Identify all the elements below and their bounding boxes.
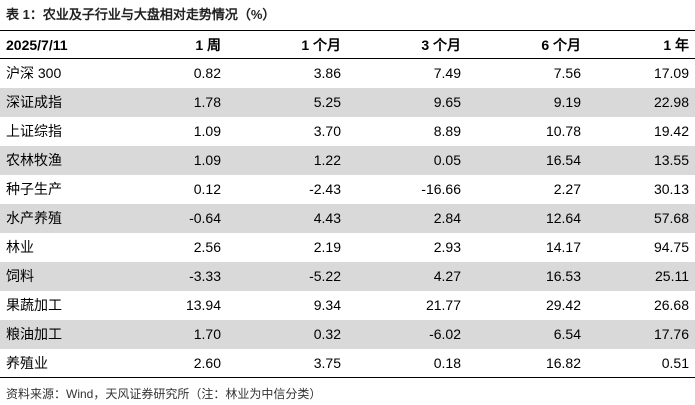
table-row: 深证成指 1.78 5.25 9.65 9.19 22.98 bbox=[0, 87, 695, 117]
cell: 0.12 bbox=[193, 181, 221, 197]
row-label: 上证综指 bbox=[6, 123, 62, 139]
cell: 26.68 bbox=[653, 297, 689, 313]
cell: 19.42 bbox=[653, 123, 689, 139]
cell: 14.17 bbox=[545, 239, 581, 255]
header-cell: 6 个月 bbox=[467, 30, 587, 59]
cell: 10.78 bbox=[545, 123, 581, 139]
cell: 2.93 bbox=[433, 239, 461, 255]
cell: 16.82 bbox=[467, 348, 587, 378]
row-label: 林业 bbox=[6, 239, 34, 255]
cell: 7.56 bbox=[553, 65, 581, 82]
row-label: 沪深 300 bbox=[6, 65, 62, 82]
header-cell: 1 年 bbox=[587, 30, 695, 59]
cell: 13.55 bbox=[587, 145, 695, 175]
cell: -16.66 bbox=[421, 181, 461, 197]
header-cell: 3 个月 bbox=[347, 30, 467, 59]
cell: 16.53 bbox=[467, 261, 587, 291]
cell: 1.22 bbox=[227, 145, 347, 175]
cell: 1.78 bbox=[115, 87, 227, 117]
cell: -2.43 bbox=[309, 181, 341, 197]
cell: 94.75 bbox=[653, 239, 689, 255]
header-cell: 1 个月 bbox=[227, 30, 347, 59]
cell: 1.09 bbox=[193, 123, 221, 139]
row-label: 养殖业 bbox=[0, 348, 115, 378]
row-label: 深证成指 bbox=[0, 87, 115, 117]
cell: 9.19 bbox=[467, 87, 587, 117]
table-row: 养殖业 2.60 3.75 0.18 16.82 0.51 bbox=[0, 348, 695, 378]
cell: 4.43 bbox=[227, 203, 347, 233]
table-row: 上证综指 1.09 3.70 8.89 10.78 19.42 bbox=[0, 117, 695, 146]
cell: 0.05 bbox=[347, 145, 467, 175]
table-row: 种子生产 0.12 -2.43 -16.66 2.27 30.13 bbox=[0, 175, 695, 204]
source-note: 资料来源：Wind，天风证券研究所（注：林业为中信分类） bbox=[6, 387, 322, 401]
header-cell: 2025/7/11 bbox=[0, 30, 115, 59]
cell: 25.11 bbox=[587, 261, 695, 291]
cell: 17.76 bbox=[587, 319, 695, 349]
cell: 22.98 bbox=[587, 87, 695, 117]
table-row: 沪深 300 0.82 3.86 7.49 7.56 17.09 bbox=[0, 59, 695, 88]
table-row: 林业 2.56 2.19 2.93 14.17 94.75 bbox=[0, 233, 695, 262]
cell: -3.33 bbox=[115, 261, 227, 291]
cell: 0.32 bbox=[227, 319, 347, 349]
table-row: 饲料 -3.33 -5.22 4.27 16.53 25.11 bbox=[0, 261, 695, 291]
cell: 3.86 bbox=[313, 65, 341, 82]
cell: 0.82 bbox=[193, 65, 221, 82]
table-title: 表 1：农业及子行业与大盘相对走势情况（%） bbox=[6, 7, 276, 22]
cell: 9.34 bbox=[313, 297, 341, 313]
cell: 7.49 bbox=[433, 65, 461, 82]
row-label: 饲料 bbox=[0, 261, 115, 291]
cell: 0.18 bbox=[347, 348, 467, 378]
row-label: 水产养殖 bbox=[0, 203, 115, 233]
cell: 17.09 bbox=[653, 65, 689, 82]
cell: 5.25 bbox=[227, 87, 347, 117]
cell: -6.02 bbox=[347, 319, 467, 349]
cell: 1.70 bbox=[115, 319, 227, 349]
cell: -0.64 bbox=[115, 203, 227, 233]
cell: 13.94 bbox=[185, 297, 221, 313]
cell: 4.27 bbox=[347, 261, 467, 291]
cell: 12.64 bbox=[467, 203, 587, 233]
cell: 3.70 bbox=[313, 123, 341, 139]
table-row: 农林牧渔 1.09 1.22 0.05 16.54 13.55 bbox=[0, 145, 695, 175]
cell: 29.42 bbox=[545, 297, 581, 313]
cell: 2.19 bbox=[313, 239, 341, 255]
table-row: 果蔬加工 13.94 9.34 21.77 29.42 26.68 bbox=[0, 291, 695, 320]
cell: 6.54 bbox=[467, 319, 587, 349]
row-label: 种子生产 bbox=[6, 181, 62, 197]
cell: 2.60 bbox=[115, 348, 227, 378]
header-cell: 1 周 bbox=[115, 30, 227, 59]
cell: 3.75 bbox=[227, 348, 347, 378]
cell: 2.84 bbox=[347, 203, 467, 233]
cell: -5.22 bbox=[227, 261, 347, 291]
cell: 9.65 bbox=[347, 87, 467, 117]
row-label: 粮油加工 bbox=[0, 319, 115, 349]
cell: 21.77 bbox=[425, 297, 461, 313]
cell: 0.51 bbox=[587, 348, 695, 378]
table-row: 水产养殖 -0.64 4.43 2.84 12.64 57.68 bbox=[0, 203, 695, 233]
cell: 30.13 bbox=[653, 181, 689, 197]
cell: 16.54 bbox=[467, 145, 587, 175]
cell: 2.56 bbox=[193, 239, 221, 255]
cell: 2.27 bbox=[553, 181, 581, 197]
cell: 57.68 bbox=[587, 203, 695, 233]
table-row: 粮油加工 1.70 0.32 -6.02 6.54 17.76 bbox=[0, 319, 695, 349]
cell: 1.09 bbox=[115, 145, 227, 175]
cell: 8.89 bbox=[433, 123, 461, 139]
row-label: 果蔬加工 bbox=[6, 297, 62, 313]
row-label: 农林牧渔 bbox=[0, 145, 115, 175]
